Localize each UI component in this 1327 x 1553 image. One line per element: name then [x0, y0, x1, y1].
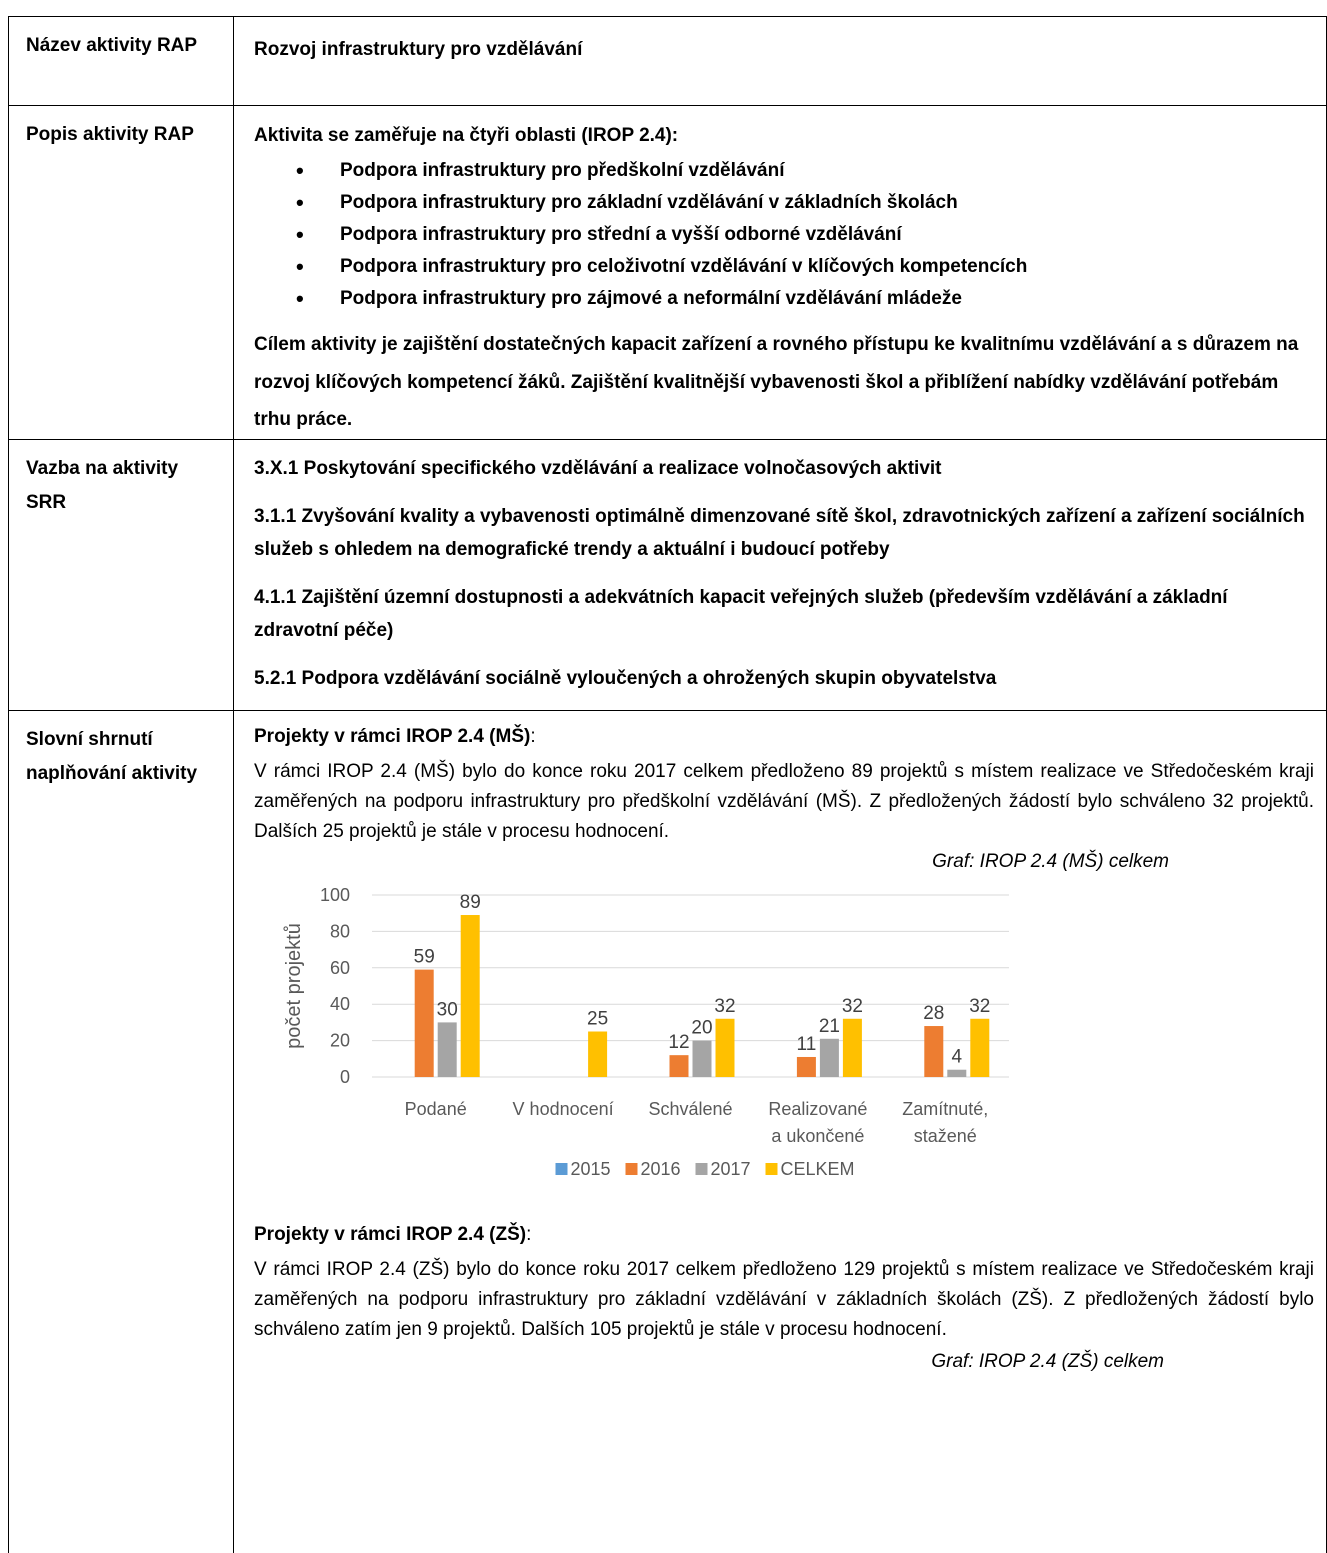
data-label: 28: [923, 1003, 944, 1024]
category-label: stažené: [914, 1126, 977, 1146]
section-heading-zs: Projekty v rámci IROP 2.4 (ZŠ):: [254, 1221, 1314, 1249]
srr-item: 4.1.1 Zajištění územní dostupnosti a ade…: [254, 586, 1228, 641]
y-tick-label: 0: [340, 1067, 350, 1087]
bar: [819, 1038, 839, 1077]
legend-label: 2017: [711, 1159, 751, 1179]
data-label: 4: [952, 1046, 963, 1067]
label-popis: Popis aktivity RAP: [8, 105, 234, 440]
legend-label: 2015: [571, 1159, 611, 1179]
cell-popis: Aktivita se zaměřuje na čtyři oblasti (I…: [233, 105, 1327, 440]
section-heading-zs-title: Projekty v rámci IROP 2.4 (ZŠ): [254, 1223, 527, 1245]
data-label: 32: [969, 995, 990, 1016]
bullet-item: Podpora infrastruktury pro základní vzdě…: [296, 187, 1314, 219]
cell-shrnuti: Projekty v rámci IROP 2.4 (MŠ): V rámci …: [233, 709, 1327, 1553]
section-heading-ms-title: Projekty v rámci IROP 2.4 (MŠ): [254, 725, 531, 747]
legend-swatch: [555, 1162, 568, 1175]
y-tick-label: 40: [330, 994, 350, 1014]
popis-goal: Cílem aktivity je zajištění dostatečných…: [254, 334, 1299, 430]
cell-nazev: Rozvoj infrastruktury pro vzdělávání: [233, 16, 1327, 106]
bar: [692, 1040, 712, 1077]
chart-caption-zs: Graf: IROP 2.4 (ZŠ) celkem: [931, 1350, 1164, 1372]
data-label: 32: [842, 995, 863, 1016]
chart-caption-ms: Graf: IROP 2.4 (MŠ) celkem: [932, 850, 1169, 872]
bar: [588, 1031, 608, 1077]
label-shrnuti: Slovní shrnutí naplňování aktivity: [8, 709, 234, 1553]
data-label: 25: [587, 1008, 608, 1029]
cell-vazba: 3.X.1 Poskytování specifického vzděláván…: [233, 438, 1327, 711]
bar-chart: 0 20 40 60 80 100 počet projektů 59 30 89 Podané 25…: [254, 885, 1034, 1205]
bullet-item: Podpora infrastruktury pro střední a vyš…: [296, 219, 1314, 251]
category-label: V hodnocení: [513, 1099, 614, 1119]
section-text-zs: V rámci IROP 2.4 (ZŠ) bylo do konce roku…: [254, 1258, 1314, 1340]
category-label: a ukončené: [771, 1126, 864, 1146]
y-axis-label: počet projektů: [283, 923, 305, 1049]
bar: [796, 1056, 816, 1077]
category-label: Zamítnuté,: [902, 1099, 988, 1119]
bar: [715, 1018, 735, 1077]
row-vazba: Vazba na aktivity SRR 3.X.1 Poskytování …: [8, 438, 1327, 711]
bar: [669, 1054, 689, 1077]
category-label: Schválené: [648, 1099, 732, 1119]
row-popis: Popis aktivity RAP Aktivita se zaměřuje …: [8, 105, 1327, 440]
section-heading-zs-suffix: :: [526, 1223, 532, 1245]
popis-bullet-list: Podpora infrastruktury pro předškolní vz…: [254, 155, 1314, 315]
bullet-item: Podpora infrastruktury pro celoživotní v…: [296, 251, 1314, 283]
data-label: 11: [797, 1033, 817, 1054]
data-label: 59: [414, 946, 435, 967]
label-nazev: Název aktivity RAP: [8, 16, 234, 106]
bar: [947, 1069, 967, 1077]
legend-label: 2016: [641, 1159, 681, 1179]
legend-swatch: [625, 1162, 638, 1175]
data-label: 21: [819, 1015, 840, 1036]
row-nazev: Název aktivity RAP Rozvoj infrastruktury…: [8, 16, 1327, 106]
activity-table: Název aktivity RAP Rozvoj infrastruktury…: [8, 16, 1327, 1553]
y-tick-label: 80: [330, 921, 350, 941]
bar: [414, 969, 434, 1077]
category-label: Realizované: [768, 1099, 867, 1119]
bullet-item: Podpora infrastruktury pro předškolní vz…: [296, 155, 1314, 187]
legend-swatch: [695, 1162, 708, 1175]
data-label: 89: [460, 892, 481, 913]
popis-lead: Aktivita se zaměřuje na čtyři oblasti (I…: [254, 125, 679, 146]
bar: [924, 1025, 944, 1077]
section-heading-ms: Projekty v rámci IROP 2.4 (MŠ):: [254, 723, 1314, 751]
y-tick-label: 20: [330, 1030, 350, 1050]
y-tick-label: 100: [320, 885, 350, 905]
row-shrnuti: Slovní shrnutí naplňování aktivity Proje…: [8, 709, 1327, 1553]
bullet-item: Podpora infrastruktury pro zájmové a nef…: [296, 283, 1314, 315]
section-heading-ms-suffix: :: [530, 725, 536, 747]
bar: [970, 1018, 990, 1077]
category-label: Podané: [405, 1099, 467, 1119]
bar: [460, 914, 480, 1077]
data-label: 12: [668, 1032, 689, 1053]
legend-label: CELKEM: [781, 1159, 855, 1179]
label-vazba: Vazba na aktivity SRR: [8, 438, 234, 711]
section-text-ms: V rámci IROP 2.4 (MŠ) bylo do konce roku…: [254, 760, 1314, 842]
data-label: 30: [437, 999, 458, 1020]
srr-item: 5.2.1 Podpora vzdělávání sociálně vylouč…: [254, 667, 997, 689]
data-label: 20: [691, 1017, 712, 1038]
data-label: 32: [714, 995, 735, 1016]
bar: [842, 1018, 862, 1077]
y-tick-label: 60: [330, 957, 350, 977]
srr-item: 3.X.1 Poskytování specifického vzděláván…: [254, 457, 942, 479]
bar: [437, 1021, 457, 1077]
srr-item: 3.1.1 Zvyšování kvality a vybavenosti op…: [254, 505, 1305, 560]
chart-svg: 0 20 40 60 80 100 počet projektů 59 30 89 Podané 25…: [283, 885, 1009, 1179]
activity-name: Rozvoj infrastruktury pro vzdělávání: [254, 39, 583, 60]
legend-swatch: [765, 1162, 778, 1175]
